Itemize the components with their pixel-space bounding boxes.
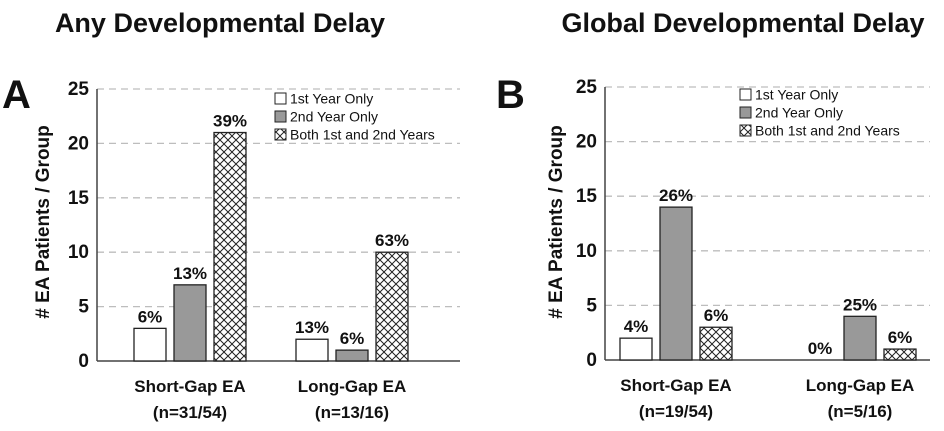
- legend-label: 1st Year Only: [755, 87, 838, 103]
- y-tick-label: 10: [576, 241, 597, 262]
- x-category-n-label: (n=5/16): [828, 402, 893, 421]
- legend-label: 2nd Year Only: [290, 109, 378, 125]
- panel-b-axes: 0 5 10 15 20 25 Short-Gap EA (n=19/54) Long-Gap …: [576, 77, 930, 421]
- legend-swatch: [739, 124, 752, 137]
- y-tick-label: 15: [68, 188, 90, 209]
- x-category-n-label: (n=13/16): [315, 403, 389, 422]
- y-tick-label: 0: [78, 351, 89, 372]
- bar: [883, 348, 917, 361]
- data-label: 6%: [888, 328, 913, 347]
- x-category-label: Long-Gap EA: [806, 376, 915, 395]
- data-label: 25%: [843, 295, 877, 314]
- data-label: 6%: [704, 306, 729, 325]
- x-category-label: Short-Gap EA: [620, 376, 731, 395]
- y-tick-label: 20: [576, 132, 597, 153]
- bar: [133, 327, 167, 362]
- y-tick-label: 5: [78, 297, 89, 318]
- x-category-label: Long-Gap EA: [298, 377, 407, 396]
- panel-b-y-axis-label: # EA Patients / Group: [546, 125, 567, 319]
- data-label: 4%: [624, 317, 649, 336]
- bar: [295, 338, 329, 362]
- legend-swatch: [274, 92, 287, 105]
- data-label: 26%: [659, 186, 693, 205]
- y-tick-label: 20: [68, 133, 89, 154]
- bar: [843, 315, 877, 361]
- panel-b-bars: [619, 206, 917, 361]
- panel-b-data-labels: 4% 26% 6% 0% 25% 6%: [624, 186, 913, 358]
- legend-swatch: [739, 106, 752, 119]
- panel-a-legend: 1st Year Only 2nd Year Only Both 1st and 2…: [274, 91, 435, 143]
- data-label: 63%: [375, 231, 409, 250]
- panel-a-bars: [133, 131, 409, 362]
- bar: [699, 326, 733, 361]
- legend-swatch: [274, 128, 287, 141]
- panel-a-data-labels: 6% 13% 39% 13% 6% 63%: [138, 112, 409, 349]
- y-tick-label: 10: [68, 242, 89, 263]
- panel-b: Global Developmental Delay B # EA Patien…: [496, 8, 930, 421]
- bar: [619, 337, 653, 361]
- bar: [213, 131, 247, 362]
- panel-a-y-axis-label: # EA Patients / Group: [33, 125, 54, 319]
- data-label: 13%: [295, 318, 329, 337]
- bar: [375, 251, 409, 362]
- panel-b-grid: [605, 86, 930, 307]
- y-tick-label: 25: [68, 79, 90, 100]
- bar: [659, 206, 693, 361]
- y-tick-label: 25: [576, 77, 598, 98]
- panel-a-title: Any Developmental Delay: [55, 8, 385, 38]
- legend-label: Both 1st and 2nd Years: [290, 127, 435, 143]
- x-category-n-label: (n=31/54): [153, 403, 227, 422]
- legend-swatch: [274, 110, 287, 123]
- panel-b-letter: B: [496, 73, 525, 117]
- x-category-n-label: (n=19/54): [639, 402, 713, 421]
- data-label: 0%: [808, 339, 833, 358]
- legend-label: 1st Year Only: [290, 91, 373, 107]
- data-label: 39%: [213, 112, 247, 131]
- panel-a-letter: A: [2, 73, 31, 117]
- panel-b-legend: 1st Year Only 2nd Year Only Both 1st and 2…: [739, 87, 900, 139]
- bar: [335, 349, 369, 362]
- y-tick-label: 15: [576, 186, 598, 207]
- bar: [173, 284, 207, 362]
- y-tick-label: 5: [586, 295, 597, 316]
- legend-swatch: [739, 88, 752, 101]
- legend-label: 2nd Year Only: [755, 105, 843, 121]
- legend-label: Both 1st and 2nd Years: [755, 123, 900, 139]
- x-category-label: Short-Gap EA: [134, 377, 245, 396]
- data-label: 13%: [173, 264, 207, 283]
- y-tick-label: 0: [586, 350, 597, 371]
- data-label: 6%: [340, 329, 365, 348]
- panel-b-title: Global Developmental Delay: [561, 8, 924, 38]
- data-label: 6%: [138, 307, 163, 326]
- panel-a: Any Developmental Delay A # EA Patients …: [2, 8, 460, 422]
